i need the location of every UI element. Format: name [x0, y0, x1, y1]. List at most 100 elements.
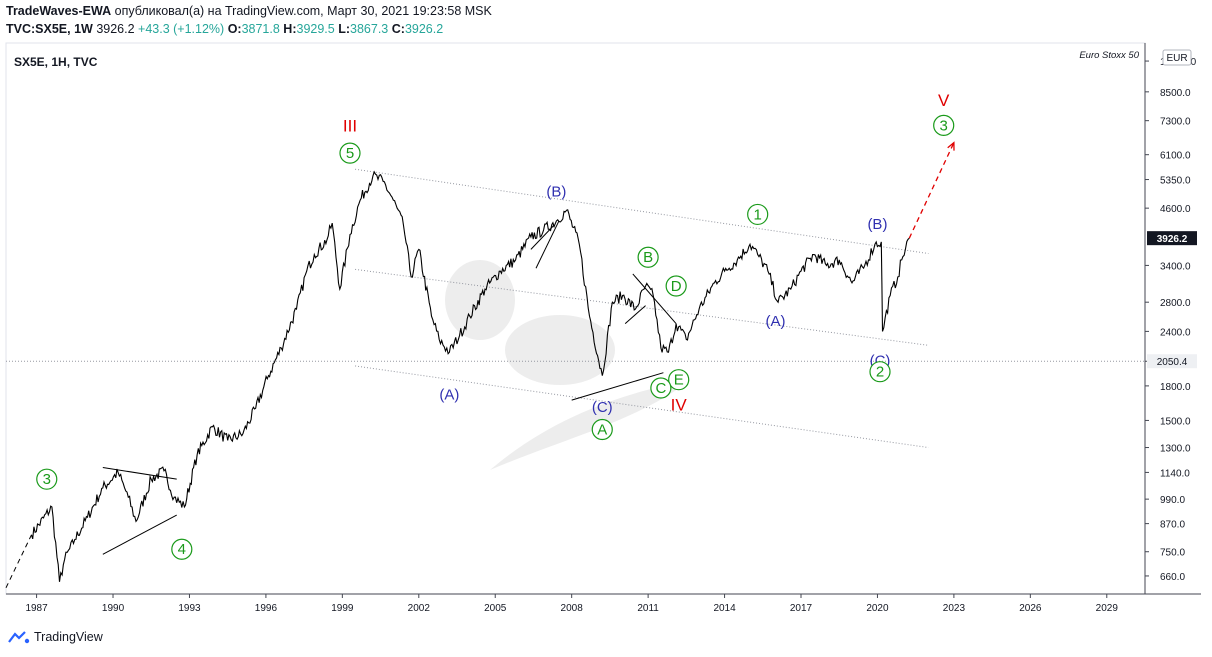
x-tick-label-2: 1990 [102, 603, 125, 614]
chart-symbol-label: SX5E, 1H, TVC [14, 55, 98, 69]
y-tick-label-4: 990.0 [1160, 495, 1185, 506]
x-tick-label-12: 2020 [866, 603, 889, 614]
wave-label-13: (A) [439, 386, 459, 403]
wave-circle-19 [36, 468, 58, 490]
tradingview-logo-icon [8, 631, 30, 644]
y-tick-label-12: 3400.0 [1160, 261, 1191, 272]
wave-label-4: 1 [754, 206, 762, 223]
wave-label-18: A [597, 421, 607, 438]
wave-circle-20 [171, 538, 193, 560]
low-label: L: [338, 22, 351, 36]
y-tick-label-15: 5350.0 [1160, 176, 1191, 187]
price-tag-bg-2 [1147, 354, 1197, 369]
last-price: 3926.2 [96, 22, 135, 36]
x-tick-label-1: 1987 [25, 603, 48, 614]
trend-line-6 [632, 273, 677, 324]
x-tick-label-8: 2008 [561, 603, 584, 614]
ohlc-header: TVC:SX5E, 1W 3926.2 +43.3 (+1.12%) O:387… [6, 22, 443, 36]
x-tick-label-11: 2017 [790, 603, 813, 614]
price-tag-bg-1 [1147, 231, 1197, 246]
index-name: Euro Stoxx 50 [1079, 50, 1139, 61]
y-axis-ticks: 660.0 750.0 870.0 990.0 1140.0 1300.0 1500.0 18… [1145, 57, 1197, 583]
close-value: 3926.2 [404, 22, 444, 36]
wave-label-17: (C) [592, 399, 613, 416]
wave-label-15: C [655, 380, 666, 397]
x-tick-label-9: 2011 [637, 603, 659, 614]
y-tick-label-8: 1800.0 [1160, 382, 1191, 393]
wave-label-3: (B) [546, 183, 566, 200]
wave-label-9: D [671, 278, 682, 295]
wave-label-20: 4 [178, 541, 186, 558]
y-tick-label-18: 8500.0 [1160, 88, 1191, 99]
wave-circle-7 [933, 114, 955, 136]
y-tick-label-3: 870.0 [1160, 520, 1185, 531]
x-tick-label-3: 1993 [178, 603, 201, 614]
y-tick-label-7: 1500.0 [1160, 416, 1191, 427]
footer-brand[interactable]: TradingView [8, 630, 103, 644]
y-tick-label-11: 2800.0 [1160, 298, 1191, 309]
projection-arrow [908, 142, 955, 239]
channel-line-2 [355, 268, 929, 346]
channel-line-1 [355, 168, 929, 255]
low-value: 3867.3 [350, 22, 389, 36]
wave-circle-2 [339, 142, 361, 164]
x-tick-label-7: 2005 [484, 603, 507, 614]
wave-label-16: IV [671, 396, 688, 415]
y-tick-label-6: 1300.0 [1160, 444, 1191, 455]
wave-label-2: 5 [346, 145, 354, 162]
published-text: опубликовал(а) на TradingView.com, Март … [114, 4, 492, 18]
currency-label: EUR [1166, 53, 1187, 64]
wave-label-14: E [674, 372, 684, 389]
wave-circle-14 [668, 369, 690, 391]
open-value: 3871.8 [241, 22, 280, 36]
wave-label-7: 3 [940, 117, 948, 134]
open-label: O: [227, 22, 242, 36]
close-label: C: [391, 22, 405, 36]
wave-label-12: 2 [876, 364, 884, 381]
tradingview-watermark [445, 260, 690, 470]
wave-circle-15 [650, 377, 672, 399]
price-tag-label-1: 3926.2 [1157, 234, 1188, 245]
x-tick-label-4: 1996 [255, 603, 278, 614]
wave-label-10: (A) [766, 313, 786, 330]
currency-badge[interactable] [1162, 49, 1192, 66]
y-tick-label-2: 750.0 [1160, 548, 1185, 559]
brand-text: TradingView [34, 630, 103, 644]
x-tick-label-14: 2026 [1019, 603, 1042, 614]
y-tick-label-16: 6100.0 [1160, 151, 1191, 162]
author-name[interactable]: TradeWaves-EWA [6, 4, 112, 18]
trend-line-1 [102, 466, 177, 480]
x-tick-label-13: 2023 [943, 603, 966, 614]
wave-label-5: (B) [867, 216, 887, 233]
trend-line-2 [102, 514, 177, 555]
trend-lines [102, 220, 677, 555]
x-tick-label-5: 1999 [331, 603, 354, 614]
channel-lines [355, 168, 929, 449]
y-tick-label-14: 4600.0 [1160, 204, 1191, 215]
wave-label-1: III [343, 116, 357, 135]
price-tags: 3926.2 2050.4 [1147, 231, 1197, 369]
wave-circle-9 [665, 275, 687, 297]
trend-line-5 [571, 372, 664, 401]
symbol-label: TVC:SX5E, 1W [6, 22, 93, 36]
trend-line-4 [535, 220, 560, 269]
price-tag-label-2: 2050.4 [1157, 357, 1188, 368]
trend-line-7 [624, 305, 646, 325]
y-tick-label-10: 2400.0 [1160, 327, 1191, 338]
x-tick-label-15: 2029 [1096, 603, 1119, 614]
projection-arrowhead [947, 141, 955, 151]
wave-circle-4 [747, 203, 769, 226]
y-tick-label-5: 1140.0 [1160, 468, 1190, 479]
y-tick-label-1: 660.0 [1160, 572, 1185, 583]
wave-circle-18 [591, 418, 613, 441]
high-label: H: [283, 22, 297, 36]
x-axis-ticks: 1987 1990 1993 1996 1999 2002 2005 2008 2011 2014… [25, 594, 1118, 614]
wave-label-6: V [938, 91, 950, 110]
wave-circle-8 [637, 246, 659, 268]
channel-line-3 [355, 365, 929, 449]
y-tick-label-17: 7300.0 [1160, 117, 1191, 128]
wave-circle-12 [869, 361, 891, 383]
x-tick-label-6: 2002 [408, 603, 431, 614]
